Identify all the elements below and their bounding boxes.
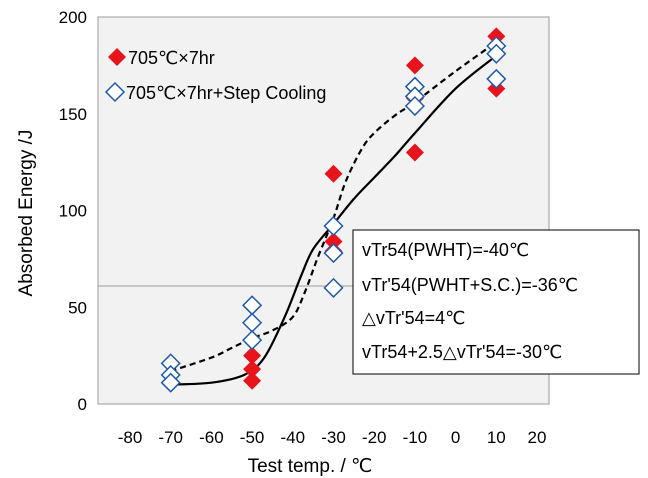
point-series-1 [405,143,424,162]
x-tick-label: 10 [487,428,506,447]
legend-label-series-1: 705℃×7hr [128,48,215,68]
y-tick-label: 50 [68,298,87,317]
x-tick-label: -60 [199,428,224,447]
point-series-1 [324,232,343,251]
point-series-2 [323,277,344,298]
annotation-line-1: vTr54(PWHT)=-40℃ [362,240,529,260]
x-tick-label: -50 [240,428,265,447]
legend-filled-diamond-icon [108,48,126,66]
point-series-2 [323,243,344,264]
point-series-2 [242,330,263,351]
annotation-box: vTr54(PWHT)=-40℃ vTr'54(PWHT+S.C.)=-36℃ … [352,229,640,375]
fit-curves [170,41,497,386]
x-tick-label: -70 [158,428,183,447]
annotation-line-4: vTr54+2.5△vTr'54=-30℃ [362,342,562,362]
x-tick-label: -80 [118,428,143,447]
x-tick-label: 0 [451,428,460,447]
y-tick-label: 0 [78,395,87,414]
x-tick-label: -40 [281,428,306,447]
y-tick-label: 200 [59,8,87,27]
x-tick-label: -10 [403,428,428,447]
data-points [160,27,507,393]
point-series-1 [405,56,424,75]
legend-open-diamond-icon [104,81,126,103]
axis-ticks: -80 -70 -60 -50 -40 -30 -20 -10 0 10 2005010015020… [59,8,547,447]
annotation-line-2: vTr'54(PWHT+S.C.)=-36℃ [362,275,578,295]
x-tick-label: 20 [528,428,547,447]
point-series-2 [160,372,181,393]
point-series-1 [243,346,262,365]
point-series-1 [243,360,262,379]
point-series-1 [243,371,262,390]
point-series-2 [486,68,507,89]
fit-curve-solid [170,54,497,386]
x-tick-label: -30 [321,428,346,447]
point-series-1 [324,164,343,183]
legend-label-series-2: 705℃×7hr+Step Cooling [126,83,326,103]
legend: 705℃×7hr 705℃×7hr+Step Cooling [104,48,326,103]
annotation-line-3: △vTr'54=4℃ [362,308,465,328]
point-series-2 [486,43,507,64]
point-series-2 [323,215,344,237]
x-tick-label: -20 [362,428,387,447]
y-tick-label: 150 [59,105,87,124]
point-series-2 [404,95,425,117]
y-tick-label: 100 [59,202,87,221]
fit-curve-dashed [170,41,497,373]
x-axis-label: Test temp. / ℃ [248,456,373,477]
y-axis-label: Absorbed Energy /J [16,130,37,297]
